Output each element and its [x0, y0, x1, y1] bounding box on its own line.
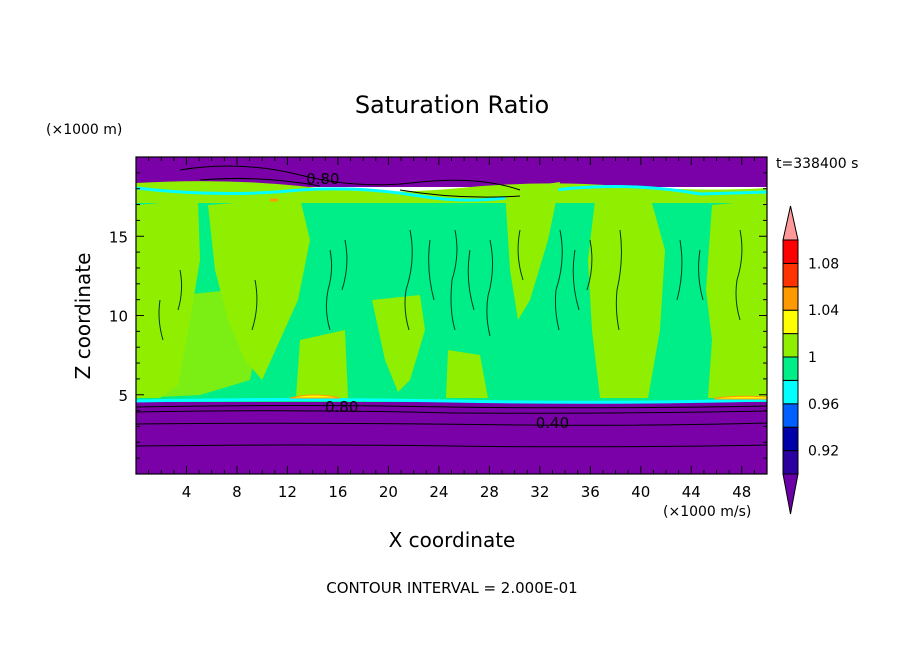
y-tick-label: 5	[118, 387, 128, 405]
colorbar-swatch	[782, 262, 799, 288]
colorbar-swatch	[782, 286, 799, 311]
contour-label: 0.80	[306, 170, 339, 188]
x-tick-label: 44	[682, 483, 701, 501]
bl-yellow-patch-2	[714, 395, 767, 400]
plume-7	[588, 196, 665, 398]
colorbar-label: 1.04	[808, 303, 839, 319]
y-axis-title: Z coordinate	[71, 253, 95, 380]
colorbar-label: 1.08	[808, 256, 839, 272]
contour-interval-label: CONTOUR INTERVAL = 2.000E-01	[326, 579, 577, 597]
x-tick-label: 40	[631, 483, 650, 501]
upper-contour-lines	[179, 165, 521, 198]
time-label: t=338400 s	[776, 156, 858, 172]
plume-2	[208, 198, 310, 380]
contour-field	[136, 157, 767, 474]
x-tick-label: 32	[530, 483, 549, 501]
plume-6	[446, 350, 488, 398]
contour-filaments	[158, 229, 743, 341]
x-tick-label: 16	[328, 483, 347, 501]
plume-4	[372, 295, 425, 392]
colorbar-label: 0.92	[808, 444, 839, 460]
x-tick-label: 8	[232, 483, 242, 501]
x-tick-label: 24	[429, 483, 448, 501]
plume-9	[136, 290, 260, 398]
colorbar-swatch	[782, 239, 799, 264]
x-axis-title: X coordinate	[389, 528, 516, 552]
x-tick-label: 36	[581, 483, 600, 501]
colorbar-bottom-arrow	[782, 473, 799, 515]
x-tick-label: 20	[379, 483, 398, 501]
colorbar-swatch	[782, 333, 799, 358]
contour-labels: 0.80 0.80 0.40	[306, 170, 569, 432]
colorbar-swatch	[782, 403, 799, 428]
x-tick-label: 48	[732, 483, 751, 501]
x-unit-label: (×1000 m/s)	[663, 504, 751, 520]
y-tick-label: 10	[109, 308, 128, 326]
colorbar-swatch	[782, 356, 799, 381]
x-axis: 4 8 12 16 20 24 28 32 36 40 44 48	[148, 157, 755, 501]
colorbar-swatch	[782, 379, 799, 405]
x-tick-label: 12	[278, 483, 297, 501]
colorbar-top-arrow	[782, 205, 799, 241]
colorbar-swatch	[782, 426, 799, 452]
y-axis: 5 10 15	[109, 172, 767, 459]
plume-3	[296, 330, 348, 398]
bl-cyan-edge	[136, 398, 767, 404]
upper-cyan-line	[136, 184, 767, 202]
y-unit-label: (×1000 m)	[46, 122, 122, 138]
bl-contour-lines	[136, 405, 767, 448]
y-tick-label: 15	[109, 228, 128, 246]
chart-title: Saturation Ratio	[355, 91, 549, 119]
contour-label: 0.40	[536, 414, 569, 432]
colorbar: 0.92 0.96 1 1.04 1.08	[782, 205, 839, 515]
colorbar-label: 0.96	[808, 397, 839, 413]
colorbar-swatch	[782, 450, 799, 475]
plume-5	[505, 182, 560, 320]
x-tick-label: 4	[182, 483, 192, 501]
colorbar-label: 1	[808, 350, 817, 366]
boundary-layer	[136, 402, 767, 474]
bl-yellow-patch-1	[289, 394, 341, 399]
colorbar-swatch	[782, 309, 799, 335]
x-tick-label: 28	[480, 483, 499, 501]
contour-label: 0.80	[325, 398, 358, 416]
